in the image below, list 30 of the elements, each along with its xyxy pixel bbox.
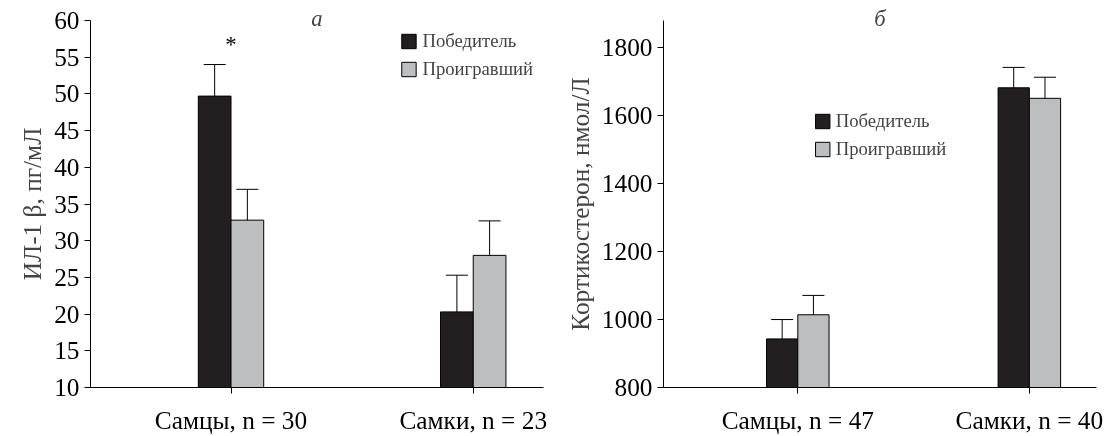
y-tick-label: 30 [54, 226, 80, 255]
y-axis-title: Кортикостерон, нмол/Л [565, 77, 594, 331]
y-tick-label: 20 [54, 299, 80, 328]
y-tick-label: 800 [614, 373, 653, 401]
chart-title: б [874, 5, 887, 31]
y-axis-title: ИЛ-1 β, пг/мЛ [18, 127, 47, 281]
y-tick-label: 50 [54, 79, 80, 108]
x-tick-label: Самцы, n = 47 [721, 405, 874, 434]
y-tick-label: 1400 [601, 169, 653, 198]
y-tick-label: 40 [54, 152, 80, 181]
x-tick-label: Самки, n = 23 [399, 405, 548, 434]
legend-label: Проигравший [422, 58, 533, 80]
chart-title: а [311, 5, 323, 31]
legend-label: Победитель [422, 30, 517, 52]
y-tick-label: 1600 [601, 101, 653, 130]
y-tick-label: 10 [54, 373, 80, 401]
y-tick-label: 1000 [601, 305, 653, 334]
annotation: * [225, 32, 237, 58]
y-tick-label: 55 [54, 42, 80, 71]
y-tick-label: 35 [54, 189, 80, 218]
y-tick-label: 1200 [601, 237, 653, 266]
y-tick-label: 1800 [601, 33, 653, 62]
legend-label: Победитель [835, 110, 930, 132]
y-tick-label: 15 [54, 336, 80, 365]
y-tick-label: 60 [54, 6, 80, 34]
y-tick-label: 25 [54, 262, 80, 291]
x-tick-label: Самцы, n = 30 [154, 405, 308, 434]
y-tick-label: 45 [54, 116, 80, 145]
x-tick-label: Самки, n = 40 [955, 405, 1104, 434]
legend-label: Проигравший [835, 138, 947, 160]
